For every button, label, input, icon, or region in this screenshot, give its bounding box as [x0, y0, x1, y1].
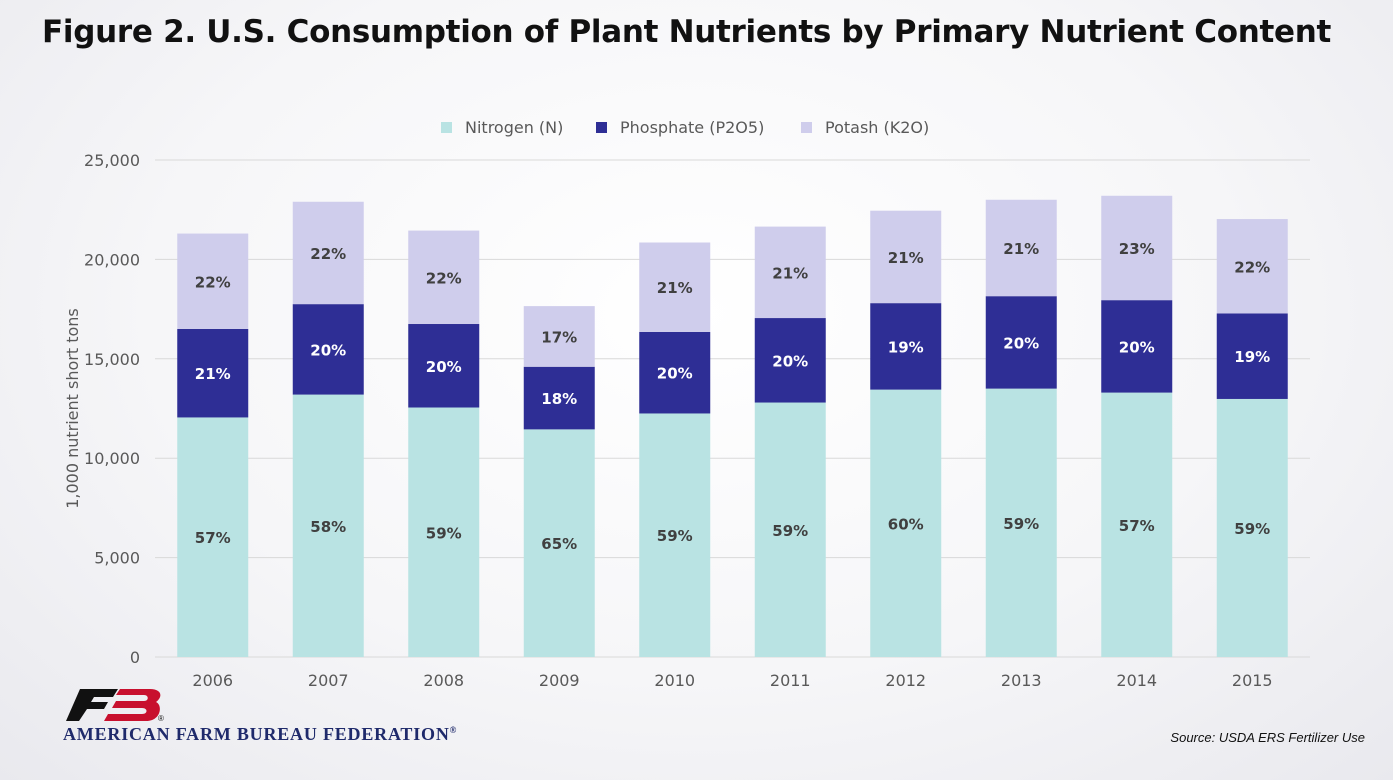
- data-label-nitrogen-2014: 57%: [1119, 517, 1155, 535]
- bar-potash-2008: [408, 230, 480, 325]
- data-label-nitrogen-2011: 59%: [772, 522, 808, 540]
- bar-nitrogen-2011: [754, 402, 826, 657]
- data-label-nitrogen-2007: 58%: [310, 518, 346, 536]
- bar-potash-2015: [1216, 219, 1288, 314]
- data-label-potash-2008: 22%: [426, 269, 462, 287]
- data-label-potash-2011: 21%: [772, 264, 808, 282]
- bar-potash-2013: [985, 199, 1057, 297]
- legend-label-phosphate: Phosphate (P2O5): [620, 118, 764, 137]
- data-label-phosphate-2015: 19%: [1234, 348, 1270, 366]
- x-tick-label: 2013: [1001, 671, 1042, 690]
- data-label-nitrogen-2015: 59%: [1234, 520, 1270, 538]
- data-label-phosphate-2011: 20%: [772, 352, 808, 370]
- data-label-phosphate-2007: 20%: [310, 341, 346, 359]
- data-label-phosphate-2008: 20%: [426, 358, 462, 376]
- bar-nitrogen-2010: [639, 413, 711, 657]
- data-label-nitrogen-2012: 60%: [888, 515, 924, 533]
- x-tick-label: 2015: [1232, 671, 1273, 690]
- bar-phosphate-2009: [523, 366, 595, 430]
- bar-nitrogen-2013: [985, 388, 1057, 657]
- organization-name-text: AMERICAN FARM BUREAU FEDERATION: [63, 724, 450, 744]
- x-tick-label: 2006: [192, 671, 233, 690]
- y-axis-label: 1,000 nutrient short tons: [63, 308, 82, 509]
- legend-label-potash: Potash (K2O): [825, 118, 929, 137]
- bar-potash-2006: [177, 233, 249, 329]
- source-note: Source: USDA ERS Fertilizer Use: [1170, 730, 1365, 745]
- bar-potash-2007: [292, 201, 364, 305]
- logo-f-shape: [66, 689, 118, 721]
- bar-potash-2009: [523, 306, 595, 367]
- x-tick-label: 2012: [885, 671, 926, 690]
- chart-title: Figure 2. U.S. Consumption of Plant Nutr…: [42, 14, 1332, 50]
- y-tick-label: 20,000: [84, 250, 140, 269]
- legend-label-nitrogen: Nitrogen (N): [465, 118, 563, 137]
- organization-registered-mark: ®: [449, 725, 458, 735]
- data-label-nitrogen-2009: 65%: [541, 535, 577, 553]
- x-tick-label: 2007: [308, 671, 349, 690]
- data-label-potash-2009: 17%: [541, 328, 577, 346]
- bar-nitrogen-2014: [1101, 392, 1173, 657]
- farm-bureau-logo-icon: ®: [66, 689, 164, 723]
- x-tick-label: 2009: [539, 671, 580, 690]
- bar-phosphate-2008: [408, 324, 480, 408]
- bar-phosphate-2013: [985, 296, 1057, 389]
- logo-b-shape: [104, 689, 161, 721]
- bar-phosphate-2006: [177, 328, 249, 418]
- bar-phosphate-2007: [292, 304, 364, 395]
- y-tick-label: 5,000: [94, 549, 140, 568]
- data-label-phosphate-2013: 20%: [1003, 334, 1039, 352]
- bar-nitrogen-2015: [1216, 398, 1288, 657]
- x-tick-label: 2010: [654, 671, 695, 690]
- data-label-phosphate-2006: 21%: [195, 365, 231, 383]
- bar-potash-2011: [754, 226, 826, 319]
- legend-swatch-phosphate: [596, 122, 607, 133]
- bar-phosphate-2012: [870, 303, 942, 390]
- data-label-potash-2014: 23%: [1119, 240, 1155, 258]
- bar-potash-2012: [870, 210, 942, 304]
- data-label-phosphate-2009: 18%: [541, 390, 577, 408]
- data-label-nitrogen-2013: 59%: [1003, 515, 1039, 533]
- bar-phosphate-2015: [1216, 313, 1288, 399]
- data-label-nitrogen-2006: 57%: [195, 529, 231, 547]
- x-tick-label: 2011: [770, 671, 811, 690]
- data-label-phosphate-2010: 20%: [657, 365, 693, 383]
- y-tick-label: 15,000: [84, 350, 140, 369]
- legend-swatch-potash: [801, 122, 812, 133]
- data-label-nitrogen-2008: 59%: [426, 524, 462, 542]
- legend-swatch-nitrogen: [441, 122, 452, 133]
- logo-registered-mark: ®: [158, 714, 164, 723]
- bar-phosphate-2010: [639, 331, 711, 414]
- y-tick-label: 25,000: [84, 151, 140, 170]
- bar-nitrogen-2009: [523, 429, 595, 657]
- data-label-potash-2013: 21%: [1003, 240, 1039, 258]
- data-label-nitrogen-2010: 59%: [657, 527, 693, 545]
- bar-nitrogen-2006: [177, 417, 249, 657]
- bar-potash-2014: [1101, 195, 1173, 301]
- bar-nitrogen-2007: [292, 394, 364, 657]
- bar-phosphate-2014: [1101, 300, 1173, 393]
- bar-phosphate-2011: [754, 318, 826, 403]
- data-label-potash-2015: 22%: [1234, 258, 1270, 276]
- data-label-phosphate-2012: 19%: [888, 338, 924, 356]
- data-label-phosphate-2014: 20%: [1119, 338, 1155, 356]
- data-label-potash-2012: 21%: [888, 249, 924, 267]
- data-label-potash-2010: 21%: [657, 279, 693, 297]
- bar-nitrogen-2008: [408, 407, 480, 657]
- y-tick-label: 0: [130, 648, 140, 667]
- data-label-potash-2006: 22%: [195, 273, 231, 291]
- x-tick-label: 2014: [1116, 671, 1157, 690]
- organization-name: AMERICAN FARM BUREAU FEDERATION®: [63, 724, 457, 745]
- bar-nitrogen-2012: [870, 389, 942, 657]
- x-tick-label: 2008: [423, 671, 464, 690]
- bar-potash-2010: [639, 242, 711, 332]
- y-tick-label: 10,000: [84, 449, 140, 468]
- data-label-potash-2007: 22%: [310, 245, 346, 263]
